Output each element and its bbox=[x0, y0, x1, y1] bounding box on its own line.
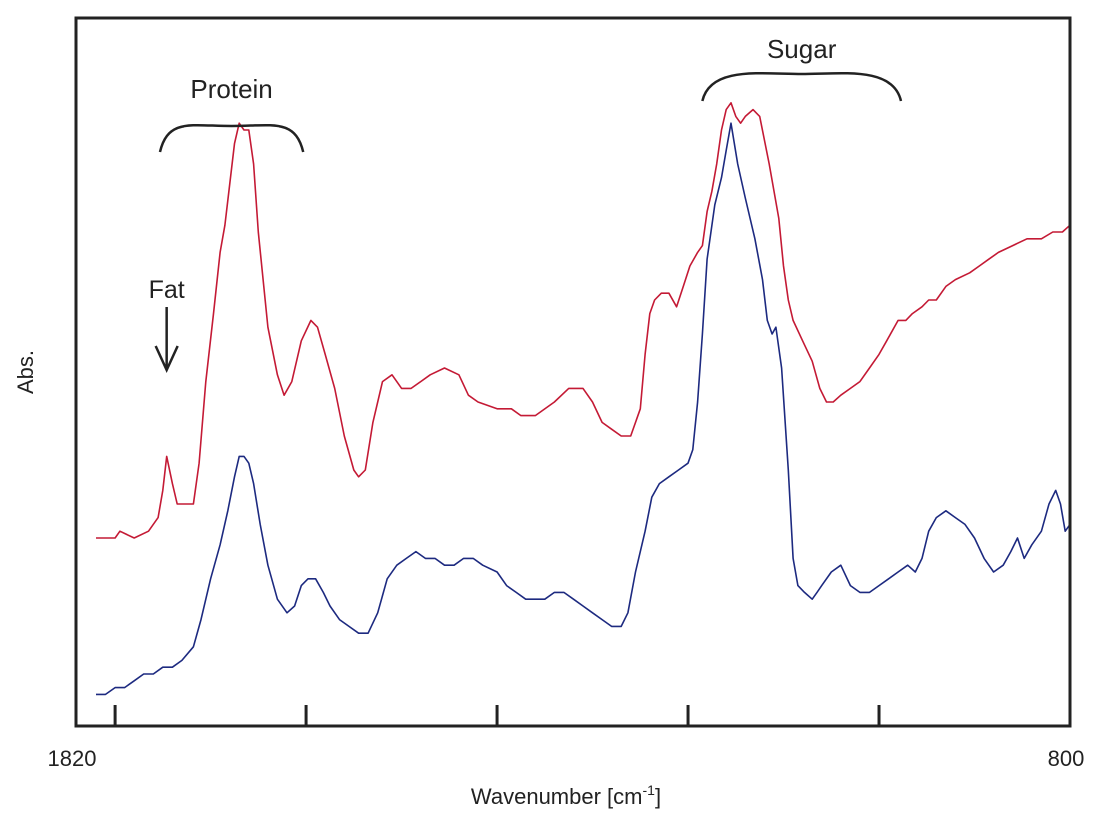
series-layer bbox=[96, 102, 1071, 696]
x-tick-label-800: 800 bbox=[1048, 746, 1085, 771]
annotation-fat: Fat bbox=[149, 276, 185, 304]
x-axis-label: Wavenumber [cm-1] bbox=[471, 782, 661, 809]
bracket-protein bbox=[158, 123, 305, 153]
spectrum-line-2 bbox=[96, 122, 1071, 696]
fat-arrow bbox=[154, 307, 179, 374]
x-ticks bbox=[113, 705, 881, 726]
annotations: Fat Protein Sugar bbox=[149, 34, 903, 374]
plot-frame bbox=[74, 16, 1072, 728]
y-axis-label: Abs. bbox=[13, 350, 38, 394]
annotation-protein: Protein bbox=[190, 74, 272, 104]
spectrum-line-1 bbox=[96, 102, 1071, 539]
bracket-sugar bbox=[701, 71, 903, 102]
x-tick-label-1820: 1820 bbox=[48, 746, 97, 771]
annotation-sugar: Sugar bbox=[767, 34, 837, 64]
